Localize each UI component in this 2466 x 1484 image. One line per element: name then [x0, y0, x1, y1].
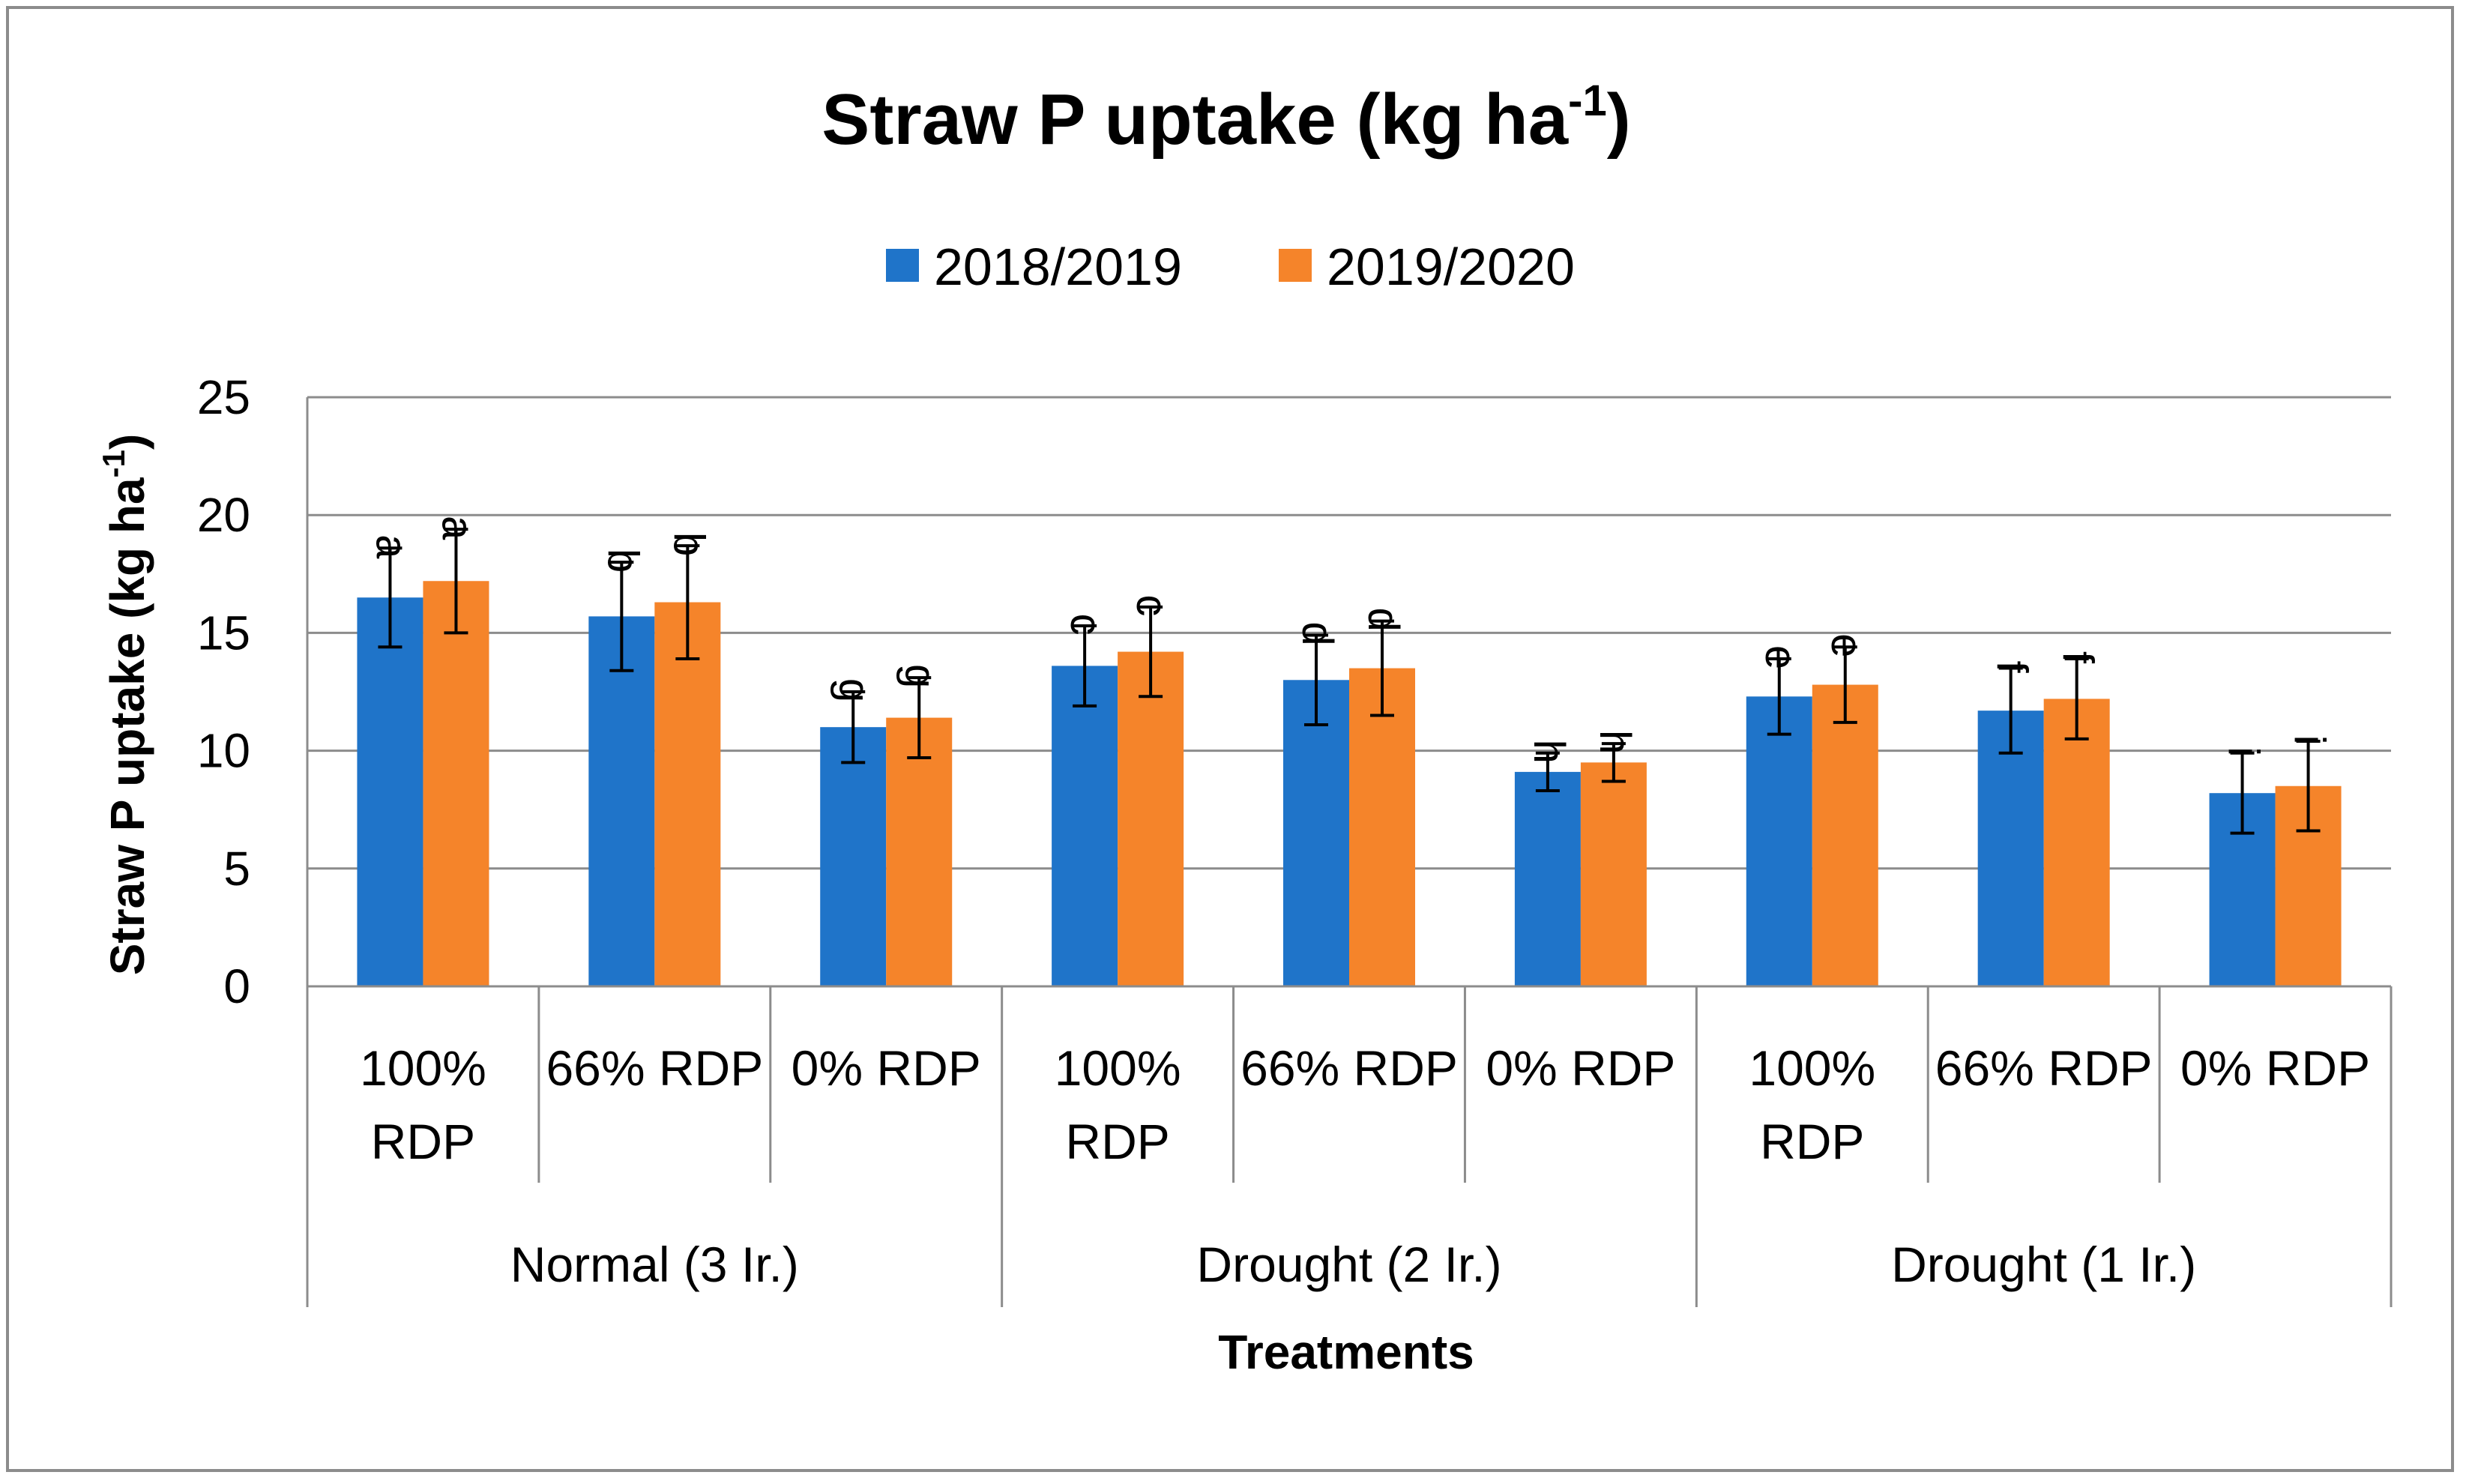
significance-label: f	[2054, 651, 2102, 664]
y-axis-ticks: 0 5 10 15 20 25	[197, 370, 250, 1013]
bar-2018-2019-1	[588, 616, 655, 986]
significance-label: e	[1822, 633, 1871, 657]
y-tick-label: 10	[197, 724, 250, 778]
legend-label-2018-2019: 2018/2019	[934, 238, 1182, 296]
y-tick-label: 0	[223, 959, 250, 1013]
significance-label: d	[1293, 621, 1342, 645]
significance-label: f	[1988, 660, 2037, 673]
axes	[306, 397, 2393, 1307]
significance-label: c	[1061, 613, 1110, 635]
category-label: 100%	[1749, 1040, 1875, 1096]
legend-swatch-2018-2019	[886, 249, 919, 282]
y-tick-label: 15	[197, 606, 250, 660]
category-label: RDP	[1065, 1114, 1169, 1169]
category-label: 100%	[1055, 1040, 1181, 1096]
legend-label-2019-2020: 2019/2020	[1327, 238, 1575, 296]
bar-2019-2020-1	[654, 602, 721, 986]
y-tick-label: 20	[197, 488, 250, 542]
x-axis-title: Treatments	[1218, 1325, 1474, 1379]
bar-2019-2020-7	[2043, 699, 2110, 986]
bar-2018-2019-4	[1283, 680, 1349, 986]
significance-label: a	[367, 534, 415, 559]
bar-2018-2019-2	[820, 727, 887, 986]
legend-swatch-2019-2020	[1279, 249, 1312, 282]
y-tick-label: 5	[223, 842, 250, 896]
bar-2018-2019-3	[1052, 666, 1118, 986]
bar-2019-2020-0	[423, 581, 489, 986]
category-label: 66% RDP	[546, 1040, 763, 1096]
significance-label: a	[432, 516, 481, 540]
significance-label: g	[896, 664, 944, 688]
bar-2018-2019-5	[1514, 771, 1581, 986]
bar-2018-2019-6	[1746, 696, 1812, 986]
significance-label: i	[2219, 746, 2268, 756]
bar-2019-2020-2	[886, 717, 953, 986]
significance-label: e	[1756, 645, 1805, 669]
significance-label: g	[830, 678, 878, 702]
category-label: 0% RDP	[1486, 1040, 1675, 1096]
category-label: 0% RDP	[2180, 1040, 2370, 1096]
bar-2019-2020-4	[1349, 668, 1415, 986]
bars: a b g c d h e f i a b g c d h e f i	[357, 516, 2342, 986]
legend: 2018/2019 2019/2020	[886, 238, 1575, 296]
significance-label: b	[664, 532, 713, 556]
significance-label: i	[2285, 735, 2334, 745]
bar-2018-2019-7	[1977, 711, 2044, 986]
y-tick-label: 25	[197, 370, 250, 424]
group-label: Drought (1 Ir.)	[1891, 1237, 2196, 1292]
significance-label: h	[1525, 740, 1573, 764]
group-label: Drought (2 Ir.)	[1196, 1237, 1501, 1292]
category-label: 66% RDP	[1935, 1040, 2153, 1096]
significance-label: h	[1591, 730, 1639, 754]
category-label: 66% RDP	[1240, 1040, 1458, 1096]
chart-title: Straw P uptake (kg ha-1)	[822, 76, 1630, 160]
y-axis-title: Straw P uptake (kg ha-1)	[96, 434, 154, 976]
category-label: RDP	[1760, 1114, 1864, 1169]
category-label: RDP	[371, 1114, 475, 1169]
category-label: 0% RDP	[792, 1040, 981, 1096]
significance-label: d	[1359, 608, 1408, 632]
category-label: 100%	[360, 1040, 486, 1096]
bar-2019-2020-6	[1812, 684, 1878, 986]
significance-label: b	[598, 549, 647, 573]
significance-label: c	[1127, 594, 1176, 616]
bar-2019-2020-3	[1118, 651, 1184, 986]
category-labels: 100% RDP 66% RDP 0% RDP 100% RDP 66% RDP 0% RDP…	[360, 1040, 2370, 1292]
bar-2018-2019-0	[357, 597, 423, 986]
group-label: Normal (3 Ir.)	[510, 1237, 799, 1292]
bar-2019-2020-5	[1580, 762, 1647, 986]
